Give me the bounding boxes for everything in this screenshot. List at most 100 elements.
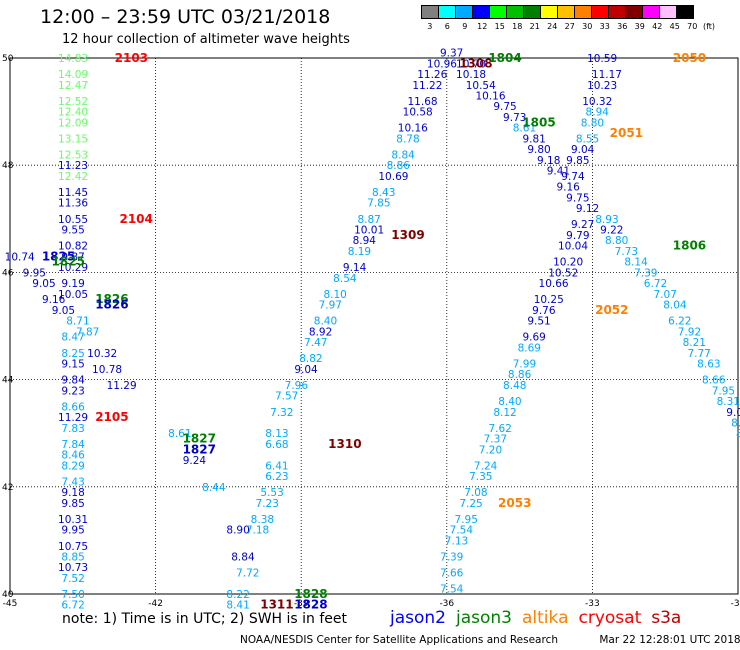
wave-height-value: 10.32 bbox=[87, 348, 117, 360]
wave-height-value: 7.96 bbox=[285, 380, 309, 392]
wave-height-value: 9.22 bbox=[600, 225, 623, 237]
lat-tick-label: 44 bbox=[2, 376, 14, 386]
wave-height-value: 10.16 bbox=[398, 123, 428, 135]
wave-height-value: 9.69 bbox=[522, 332, 545, 344]
pass-label: 1310 bbox=[328, 437, 361, 451]
wave-height-value: 10.69 bbox=[378, 171, 408, 183]
wave-height-value: 8.80 bbox=[581, 117, 604, 129]
wave-height-value: 7.43 bbox=[61, 476, 84, 488]
map-frame bbox=[9, 57, 739, 595]
wave-height-value: 8.87 bbox=[357, 214, 380, 226]
wave-height-value: 7.52 bbox=[61, 573, 84, 585]
legend-label: 39 bbox=[634, 22, 645, 31]
wave-height-value: 7.47 bbox=[304, 337, 327, 349]
wave-height-value: 9.19 bbox=[61, 278, 84, 290]
wave-height-value: 8.78 bbox=[396, 133, 419, 145]
lat-tick-label: 40 bbox=[2, 590, 14, 600]
wave-height-value: 8.54 bbox=[333, 273, 357, 285]
wave-height-value: 8.14 bbox=[624, 257, 648, 269]
wave-height-value: 11.17 bbox=[592, 69, 622, 81]
pass-label: 1804 bbox=[488, 51, 521, 65]
wave-height-value: 8.63 bbox=[697, 359, 720, 371]
wave-height-value: 7.72 bbox=[236, 568, 259, 580]
pass-label: 2052 bbox=[595, 303, 628, 317]
pass-label: 1825 bbox=[52, 255, 85, 269]
map-subtitle: 12 hour collection of altimeter wave hei… bbox=[62, 32, 350, 47]
wave-height-value: 7.13 bbox=[445, 535, 468, 547]
wave-height-value: 12.53 bbox=[58, 149, 88, 161]
pass-label: 1826 bbox=[95, 298, 128, 312]
wave-height-value: 7.92 bbox=[678, 326, 701, 338]
wave-height-value: 9.24 bbox=[183, 455, 207, 467]
wave-height-value: 9.73 bbox=[503, 112, 526, 124]
wave-height-value: 9.85 bbox=[61, 498, 84, 510]
note-text: note: 1) Time is in UTC; 2) SWH is in fe… bbox=[62, 611, 348, 627]
wave-height-value: 8.61 bbox=[513, 123, 536, 135]
wave-height-value: 10.82 bbox=[58, 241, 88, 253]
wave-height-value: 6.72 bbox=[644, 278, 667, 290]
wave-height-value: 12.42 bbox=[58, 171, 88, 183]
pass-label: 2104 bbox=[119, 212, 152, 226]
wave-height-value: 8.22 bbox=[226, 589, 249, 601]
legend-label: 3 bbox=[427, 22, 433, 31]
wave-height-value: 11.68 bbox=[408, 96, 438, 108]
wave-height-value: 7.85 bbox=[367, 198, 390, 210]
wave-height-value: 7.18 bbox=[246, 525, 269, 537]
wave-height-value: 10.66 bbox=[539, 278, 569, 290]
lat-tick-label: 48 bbox=[2, 161, 14, 171]
legend-label: 45 bbox=[669, 22, 680, 31]
wave-height-value: 7.57 bbox=[275, 391, 298, 403]
legend-label: 70 bbox=[687, 22, 698, 31]
wave-height-value: 10.73 bbox=[58, 562, 88, 574]
wave-height-value: 9.14 bbox=[343, 262, 367, 274]
wave-height-value: 12.52 bbox=[58, 96, 88, 108]
pass-label: 2050 bbox=[673, 51, 706, 65]
lon-tick-label: -30 bbox=[731, 599, 740, 609]
pass-label: 2053 bbox=[498, 496, 531, 510]
wave-height-value: 9.12 bbox=[576, 203, 599, 215]
wave-height-value: 7.95 bbox=[455, 514, 478, 526]
satellite-jason2: jason2 bbox=[390, 608, 446, 628]
wave-height-value: 7.08 bbox=[464, 487, 487, 499]
wave-height-value: 7.50 bbox=[61, 589, 84, 601]
wave-height-value: 10.16 bbox=[475, 91, 505, 103]
legend-swatch bbox=[676, 5, 694, 19]
legend-color-bar bbox=[421, 5, 715, 19]
wave-height-value: 8.85 bbox=[61, 551, 84, 563]
wave-height-value: 10.59 bbox=[587, 53, 617, 65]
wave-height-value: 12.47 bbox=[58, 80, 88, 92]
wave-height-value: 6.41 bbox=[265, 460, 288, 472]
legend-label: 42 bbox=[652, 22, 663, 31]
footer: NOAA/NESDIS Center for Satellite Applica… bbox=[240, 634, 740, 646]
wave-height-value: 9.04 bbox=[571, 144, 595, 156]
wave-height-value: 9.05 bbox=[32, 278, 55, 290]
wave-height-value: 7.87 bbox=[76, 326, 99, 338]
wave-height-value: 9.41 bbox=[547, 166, 570, 178]
legend-label: 6 bbox=[444, 22, 450, 31]
legend-labels: 3 6 9 12 15 18 21 24 27 30 33 36 39 42 45 70 (ft) bbox=[421, 22, 715, 31]
legend-label: 24 bbox=[547, 22, 558, 31]
wave-height-value: 9.27 bbox=[571, 219, 594, 231]
wave-height-value: 9.79 bbox=[566, 230, 589, 242]
wave-height-value: 8.31 bbox=[717, 396, 740, 408]
wave-height-value: 13.15 bbox=[58, 133, 88, 145]
wave-height-value: 8.94 bbox=[586, 107, 610, 119]
wave-height-value: 7.32 bbox=[270, 407, 293, 419]
pass-label: 1308 bbox=[459, 56, 492, 70]
wave-height-value: 8.40 bbox=[314, 316, 337, 328]
wave-height-value: 6.68 bbox=[265, 439, 288, 451]
map-title: 12:00 – 23:59 UTC 03/21/2018 bbox=[40, 6, 331, 28]
pass-label: 1826 bbox=[95, 292, 128, 306]
wave-height-value: 10.96 bbox=[427, 58, 457, 70]
wave-height-value: 8.19 bbox=[348, 246, 371, 258]
wave-height-value: 6.72 bbox=[61, 600, 84, 612]
lat-tick-label: 46 bbox=[2, 268, 14, 278]
wave-height-value: 11.45 bbox=[58, 187, 88, 199]
wave-height-value: 10.52 bbox=[548, 267, 578, 279]
wave-height-value: 8.71 bbox=[66, 316, 89, 328]
wave-height-value: 8.93 bbox=[595, 214, 618, 226]
pass-label: 1806 bbox=[673, 239, 706, 253]
wave-height-value: 10.58 bbox=[403, 107, 433, 119]
wave-height-value: 10.55 bbox=[58, 214, 88, 226]
pass-label: 2103 bbox=[115, 51, 148, 65]
